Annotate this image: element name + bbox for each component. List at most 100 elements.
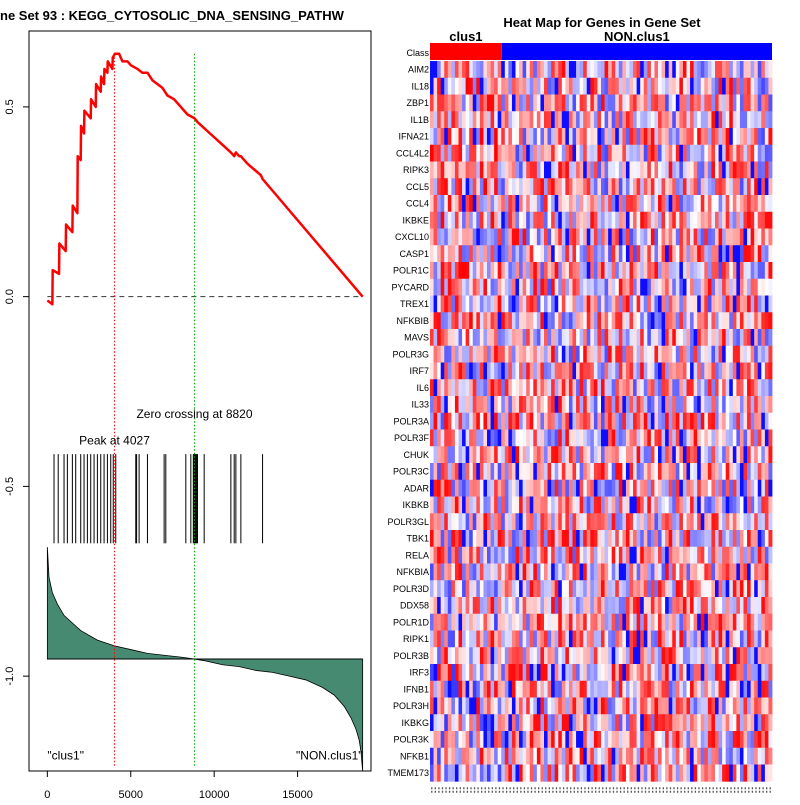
heatmap-cell: [757, 446, 762, 464]
heatmap-cell: [479, 161, 484, 179]
heatmap-cell: [665, 228, 670, 246]
heatmap-cell: [579, 295, 584, 313]
heatmap-cell: [536, 211, 541, 229]
heatmap-cell: [515, 295, 520, 313]
heatmap-cell: [608, 747, 613, 765]
heatmap-cell: [654, 379, 659, 397]
heatmap-cell: [743, 613, 748, 631]
heatmap-cell: [768, 446, 773, 464]
heatmap-cell: [764, 680, 769, 698]
heatmap-cell: [472, 496, 477, 514]
heatmap-cell: [544, 379, 548, 397]
heatmap-cell: [586, 463, 591, 481]
heatmap-cell: [558, 697, 563, 715]
heatmap-cell: [586, 312, 591, 330]
heatmap-cell: [576, 714, 581, 732]
heatmap-cell: [615, 496, 620, 514]
heatmap-cell: [690, 697, 695, 715]
heatmap-cell: [725, 479, 730, 497]
heatmap-cell: [679, 161, 684, 179]
heatmap-cell: [494, 597, 499, 615]
heatmap-cell: [497, 111, 502, 129]
heatmap-cell: [479, 580, 484, 598]
heatmap-cell: [729, 630, 734, 648]
heatmap-cell: [618, 546, 623, 564]
heatmap-cell: [462, 580, 467, 598]
heatmap-cell: [472, 463, 477, 481]
heatmap-cell: [650, 731, 655, 749]
heatmap-cell: [529, 77, 534, 95]
heatmap-cell: [465, 513, 470, 531]
heatmap-cell: [519, 295, 524, 313]
heatmap-cell: [522, 496, 527, 514]
heatmap-cell: [707, 446, 712, 464]
heatmap-cell: [682, 630, 687, 648]
heatmap-cell: [529, 329, 534, 347]
heatmap-cell: [590, 463, 595, 481]
heatmap-cell: [718, 379, 723, 397]
heatmap-cell: [447, 61, 452, 79]
heatmap-cell: [593, 463, 598, 481]
heatmap-cell: [629, 530, 634, 548]
heatmap-cell: [690, 245, 695, 263]
heatmap-cell: [458, 61, 463, 79]
heatmap-cell: [451, 128, 456, 146]
heatmap-cell: [447, 597, 452, 615]
heatmap-cell: [490, 563, 495, 581]
heatmap-cell: [615, 731, 620, 749]
heatmap-cell: [690, 764, 695, 782]
heatmap-cell: [576, 546, 581, 564]
heatmap-cell: [494, 262, 499, 280]
heatmap-cell: [522, 329, 527, 347]
heatmap-cell: [722, 278, 727, 296]
heatmap-cell: [757, 563, 762, 581]
heatmap-cell: [693, 580, 698, 598]
heatmap-cell: [636, 211, 641, 229]
gene-label: RELA: [405, 550, 429, 560]
heatmap-cell: [561, 161, 566, 179]
heatmap-cell: [479, 278, 484, 296]
heatmap-cell: [576, 664, 581, 682]
heatmap-cell: [608, 211, 613, 229]
class-row-label: Class: [406, 48, 429, 58]
heatmap-cell: [672, 546, 677, 564]
heatmap-cell: [440, 546, 445, 564]
heatmap-cell: [608, 513, 613, 531]
heatmap-cell: [643, 262, 648, 280]
heatmap-cell: [558, 664, 563, 682]
heatmap-cell: [544, 295, 548, 313]
heatmap-cell: [462, 128, 467, 146]
heatmap-cell: [643, 312, 648, 330]
heatmap-cell: [447, 195, 452, 213]
heatmap-cell: [618, 680, 623, 698]
heatmap-cell: [640, 563, 645, 581]
heatmap-cell: [736, 546, 741, 564]
heatmap-cell: [479, 664, 484, 682]
heatmap-cell: [497, 446, 502, 464]
heatmap-cell: [665, 530, 670, 548]
heatmap-cell: [732, 412, 737, 430]
heatmap-cell: [658, 128, 662, 146]
heatmap-cell: [490, 329, 495, 347]
heatmap-cell: [722, 396, 727, 414]
heatmap-cell: [650, 530, 655, 548]
heatmap-cell: [515, 228, 520, 246]
heatmap-cell: [650, 228, 655, 246]
heatmap-cell: [707, 295, 712, 313]
heatmap-cell: [597, 546, 602, 564]
heatmap-cell: [722, 211, 727, 229]
heatmap-cell: [739, 429, 744, 447]
heatmap-cell: [451, 496, 456, 514]
heatmap-cell: [519, 396, 524, 414]
heatmap-cell: [483, 747, 488, 765]
heatmap-cell: [558, 61, 563, 79]
heatmap-cell: [668, 731, 673, 749]
heatmap-cell: [533, 412, 538, 430]
heatmap-cell: [658, 228, 662, 246]
heatmap-cell: [732, 613, 737, 631]
heatmap-cell: [622, 630, 627, 648]
heatmap-cell: [711, 463, 716, 481]
heatmap-cell: [447, 77, 452, 95]
heatmap-cell: [747, 463, 752, 481]
heatmap-cell: [768, 262, 773, 280]
